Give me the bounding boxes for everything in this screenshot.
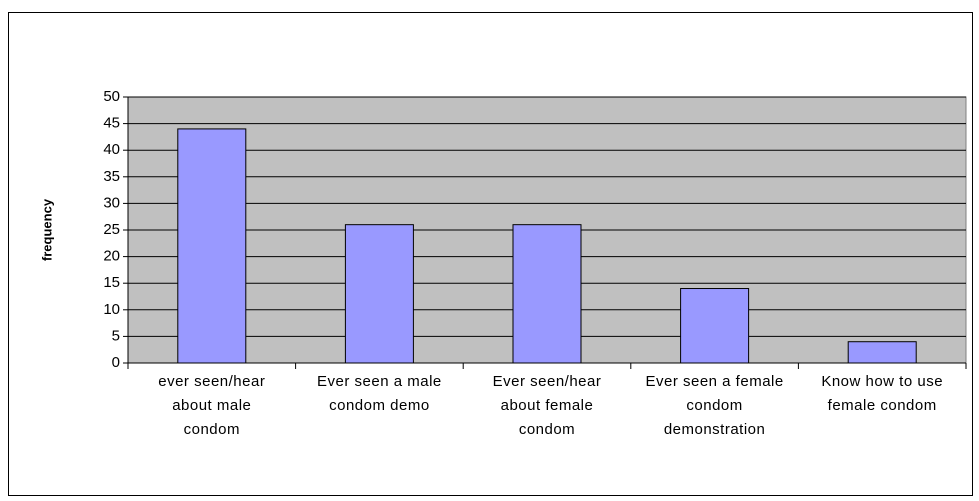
y-tick-label: 50	[103, 88, 120, 105]
y-tick-label: 10	[103, 301, 120, 318]
y-tick-label: 15	[103, 274, 120, 291]
bar	[177, 128, 247, 364]
y-tick-label: 30	[103, 194, 120, 211]
x-tick-label: Ever seen/hear about female condom	[492, 373, 602, 438]
bar	[344, 224, 414, 364]
y-tick-label: 5	[112, 327, 120, 344]
bar	[512, 224, 582, 364]
x-tick-label: Ever seen a male condom demo	[317, 373, 442, 414]
y-tick-label: 20	[103, 248, 120, 265]
y-tick-label: 45	[103, 115, 120, 132]
y-tick-label: 0	[112, 354, 120, 371]
bar	[680, 288, 750, 364]
x-tick-label: Ever seen a female condom demonstration	[645, 373, 784, 438]
y-tick-label: 40	[103, 141, 120, 158]
x-tick-label: ever seen/hear about male condom	[158, 373, 266, 438]
bar	[847, 341, 917, 364]
x-tick-label: Know how to use female condom	[821, 373, 944, 414]
y-axis-label: frequency	[39, 198, 54, 261]
y-tick-label: 25	[103, 221, 120, 238]
y-tick-label: 35	[103, 168, 120, 185]
